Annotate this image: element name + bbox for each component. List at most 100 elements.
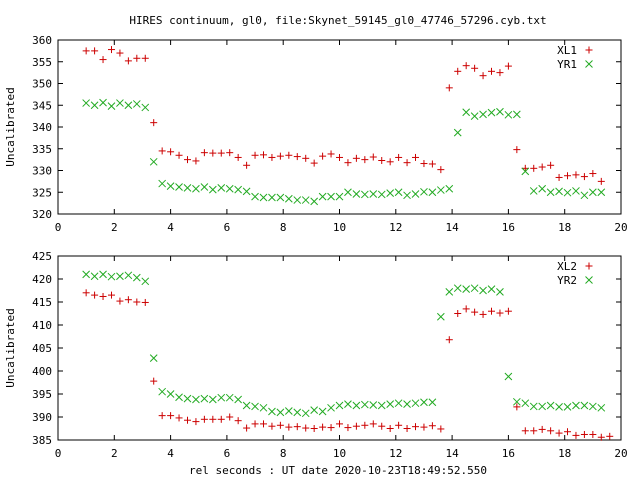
data-point <box>141 54 149 62</box>
data-point <box>513 403 521 411</box>
y-tick-label: 410 <box>32 319 52 332</box>
data-point <box>107 46 115 54</box>
x-tick-label: 12 <box>389 447 402 460</box>
x-tick-label: 12 <box>389 221 402 234</box>
data-point <box>437 166 445 174</box>
data-point <box>487 108 496 117</box>
x-tick-label: 0 <box>55 447 62 460</box>
data-point <box>293 408 302 417</box>
data-point <box>496 107 504 116</box>
data-point <box>302 154 310 162</box>
legend-marker <box>585 276 593 284</box>
data-point <box>192 184 200 193</box>
data-point <box>588 188 597 197</box>
data-point <box>386 400 395 408</box>
data-point <box>445 336 453 344</box>
legend-marker <box>585 46 593 54</box>
data-point <box>208 395 217 404</box>
data-point <box>200 394 209 403</box>
data-point <box>166 182 175 191</box>
data-point <box>420 423 428 431</box>
data-point <box>513 146 521 154</box>
x-tick-label: 20 <box>614 447 627 460</box>
data-point <box>538 425 546 433</box>
data-point <box>149 354 158 362</box>
x-tick-label: 6 <box>224 221 231 234</box>
data-point <box>107 272 116 281</box>
data-point <box>310 197 319 206</box>
x-tick-label: 8 <box>280 221 287 234</box>
data-point <box>99 292 107 300</box>
data-point <box>217 415 225 423</box>
data-point <box>200 149 208 157</box>
data-point <box>445 84 453 92</box>
data-point <box>116 49 124 57</box>
data-point <box>285 151 293 159</box>
data-point <box>360 400 369 409</box>
data-point <box>453 128 462 137</box>
data-point <box>403 191 411 200</box>
data-point <box>99 98 107 107</box>
data-point <box>462 62 470 70</box>
data-point <box>175 414 183 422</box>
data-point <box>133 298 141 306</box>
data-point <box>310 425 318 432</box>
legend-label: XL1 <box>557 44 577 57</box>
data-point <box>183 156 191 164</box>
data-point <box>488 307 496 315</box>
data-point <box>412 423 420 431</box>
y-tick-label: 355 <box>32 56 52 69</box>
data-point <box>403 159 411 167</box>
data-point <box>301 196 310 204</box>
data-point <box>529 402 538 411</box>
data-point <box>284 407 293 415</box>
y-tick-label: 325 <box>32 186 52 199</box>
data-point <box>369 153 377 161</box>
legend-marker <box>585 262 593 270</box>
x-tick-label: 2 <box>111 221 118 234</box>
data-point <box>420 187 428 196</box>
y-tick-label: 420 <box>32 273 52 286</box>
x-tick-label: 6 <box>224 447 231 460</box>
data-point <box>158 147 166 155</box>
data-point <box>412 153 420 161</box>
data-point <box>369 190 378 198</box>
data-point <box>318 192 327 201</box>
data-point <box>183 394 192 403</box>
data-point <box>378 156 386 164</box>
data-point <box>90 272 99 281</box>
data-point <box>319 152 327 160</box>
data-point <box>251 420 259 428</box>
y-tick-label: 335 <box>32 143 52 156</box>
data-point <box>344 400 352 408</box>
data-point <box>116 99 124 107</box>
x-tick-label: 10 <box>333 447 346 460</box>
data-point <box>352 401 361 410</box>
data-point <box>547 161 555 169</box>
data-point <box>82 289 90 297</box>
data-point <box>454 310 462 317</box>
y-tick-label: 330 <box>32 165 52 178</box>
x-tick-label: 8 <box>280 447 287 460</box>
data-point <box>124 57 132 65</box>
data-point <box>226 149 234 157</box>
data-point <box>209 149 217 157</box>
data-point <box>192 157 200 165</box>
y-tick-label: 320 <box>32 208 52 221</box>
data-point <box>335 192 344 201</box>
data-point <box>386 425 394 432</box>
data-point <box>344 188 352 197</box>
data-point <box>504 372 513 381</box>
data-point <box>293 153 301 161</box>
x-tick-label: 4 <box>167 447 174 460</box>
data-point <box>234 395 243 404</box>
data-point <box>259 403 268 412</box>
data-point <box>276 408 285 417</box>
y-tick-label: 400 <box>32 365 52 378</box>
data-point <box>141 298 149 306</box>
data-point <box>344 159 352 167</box>
data-point <box>225 184 234 193</box>
data-point <box>209 415 217 423</box>
data-point <box>394 188 403 197</box>
data-point <box>580 173 588 181</box>
